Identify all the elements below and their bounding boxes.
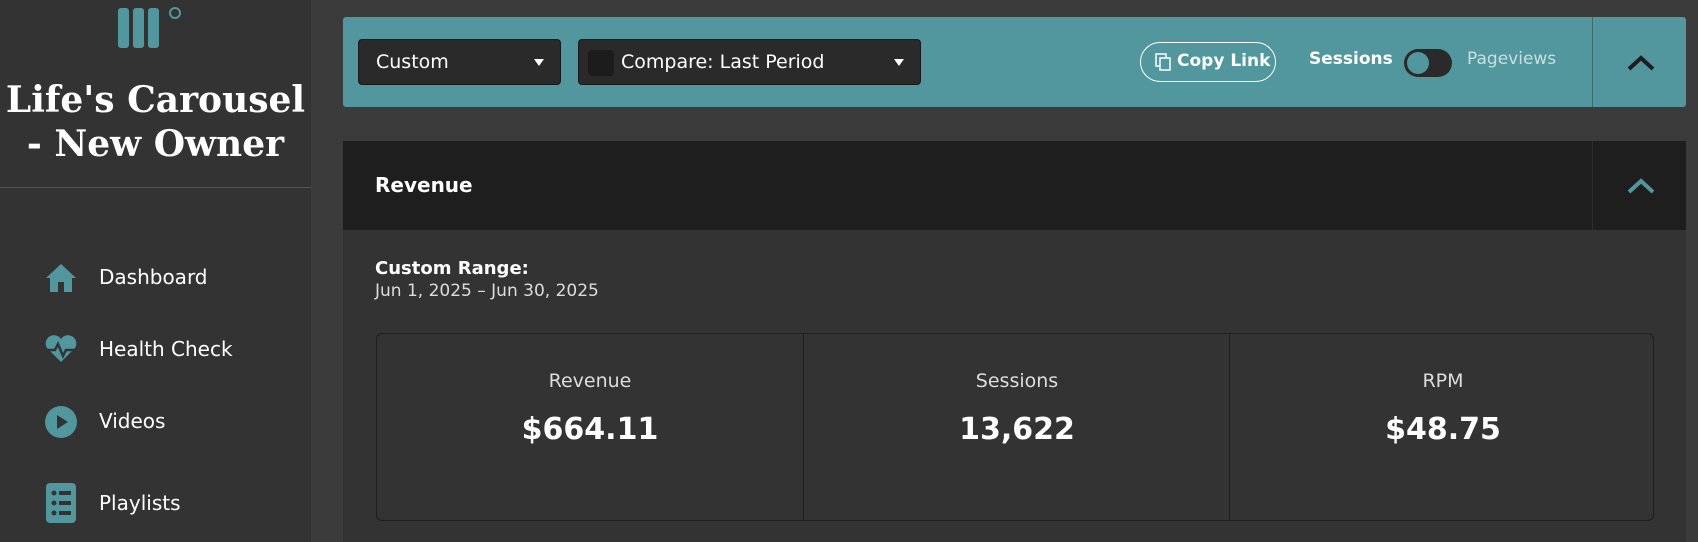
compare-dropdown[interactable]: Compare: Last Period (578, 39, 921, 85)
metric: Sessions 13,622 (803, 334, 1230, 520)
copy-icon (1155, 53, 1171, 71)
logo (118, 7, 181, 48)
toolbar: Custom Compare: Last Period Copy Link Se… (343, 17, 1686, 107)
toggle-switch[interactable] (1403, 48, 1453, 78)
collapse-button[interactable] (1592, 17, 1687, 107)
dropdown-text: Compare: Last Period (621, 51, 825, 73)
checkbox[interactable] (588, 50, 614, 76)
metrics-box: Revenue $664.11 Sessions 13,622 RPM $48.… (376, 333, 1654, 521)
copy-link-button[interactable]: Copy Link (1140, 42, 1276, 82)
nav-item[interactable]: Dashboard (99, 265, 208, 289)
panel-header: Revenue (343, 141, 1686, 230)
chevron-up (1627, 55, 1655, 71)
metric: Revenue $664.11 (377, 334, 803, 520)
metric-value: $48.75 (1385, 412, 1501, 447)
dashboard-icon (46, 264, 76, 292)
panel-body: Custom Range: Jun 1, 2025 – Jun 30, 2025… (343, 230, 1686, 542)
button-text: Copy Link (1177, 51, 1271, 71)
metric-value: 13,622 (959, 412, 1075, 447)
collapse-button[interactable] (1592, 141, 1687, 230)
metric: RPM $48.75 (1229, 334, 1656, 520)
site-title: Life's Carousel - New Owner (5, 79, 306, 165)
metric-value: $664.11 (521, 412, 659, 447)
videos-icon (45, 406, 77, 438)
date-range-dropdown[interactable]: Custom (358, 39, 561, 85)
nav-item[interactable]: Playlists (99, 491, 181, 515)
chevron-up (1627, 178, 1655, 194)
toggle-label: Pageviews (1467, 49, 1557, 69)
caret (894, 59, 904, 66)
nav-item[interactable]: Videos (99, 409, 166, 433)
toggle-label: Sessions (1309, 49, 1393, 69)
dropdown-text: Custom (376, 51, 449, 73)
health-icon (45, 335, 77, 362)
nav-item[interactable]: Health Check (99, 337, 233, 361)
metric-label: Revenue (548, 370, 632, 392)
playlists-icon (46, 483, 76, 523)
range-label: Custom Range: (375, 258, 529, 279)
sidebar: Life's Carousel - New Owner Dashboard He… (0, 0, 311, 542)
metric-label: Sessions (975, 370, 1059, 392)
panel-title: Revenue (375, 173, 473, 197)
divider (0, 187, 311, 188)
caret (534, 59, 544, 66)
range-dates: Jun 1, 2025 – Jun 30, 2025 (375, 281, 599, 301)
metric-label: RPM (1422, 370, 1464, 392)
